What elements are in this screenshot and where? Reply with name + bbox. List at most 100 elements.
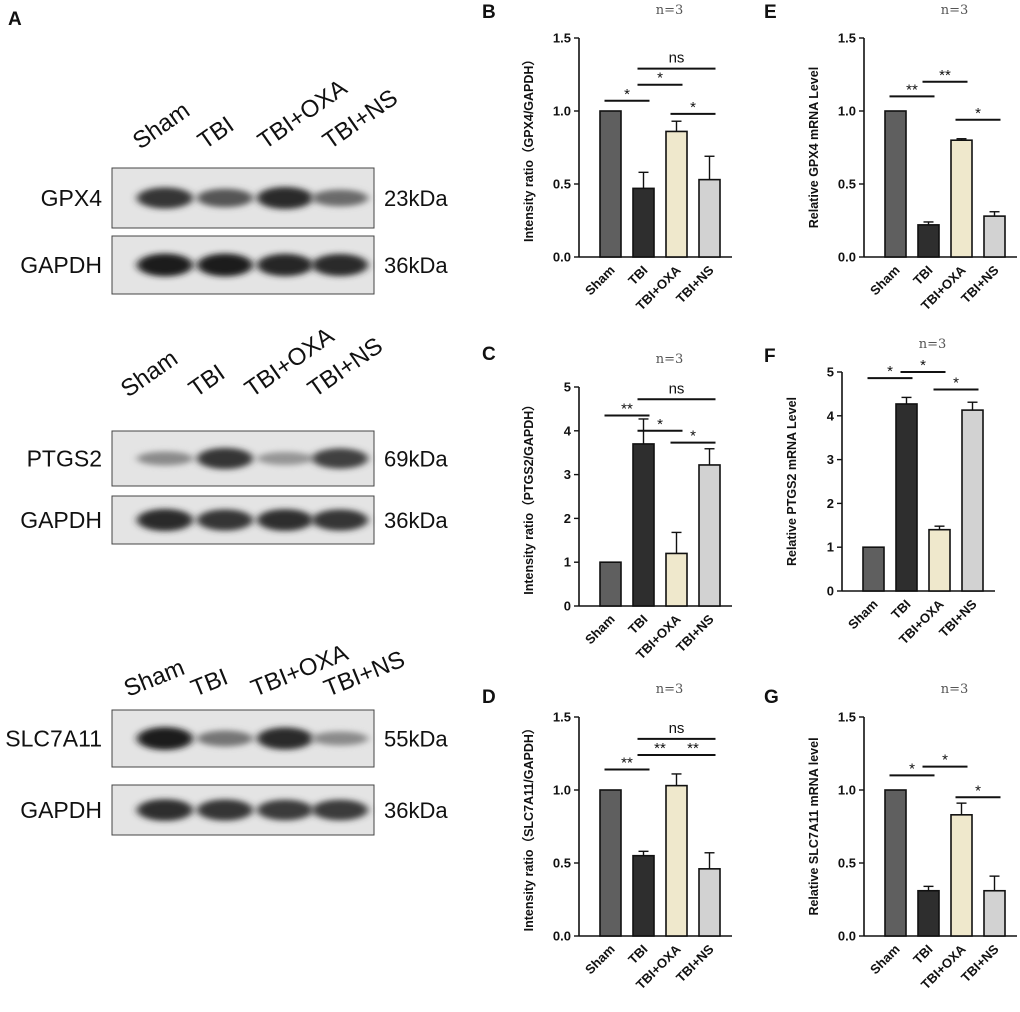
- bar: [884, 789, 907, 937]
- bar: [698, 868, 721, 937]
- y-tick-label: 1.5: [553, 31, 571, 46]
- blot-band: [257, 253, 313, 277]
- blot-band: [257, 799, 313, 821]
- significance-label: *: [690, 428, 696, 445]
- significance-label: *: [624, 86, 630, 103]
- y-tick-label: 4: [827, 408, 835, 423]
- y-tick-label: 1.0: [838, 104, 856, 119]
- bar: [632, 443, 655, 607]
- bar: [665, 552, 688, 607]
- y-tick-label: 0.0: [553, 250, 571, 265]
- bar: [632, 187, 655, 258]
- protein-label: GAPDH: [20, 252, 102, 278]
- x-tick-label: Sham: [582, 942, 618, 978]
- significance-label: *: [920, 357, 926, 374]
- bar: [862, 546, 885, 592]
- bar: [895, 403, 918, 592]
- chart-title: n=3: [656, 3, 684, 18]
- y-tick-label: 1.5: [838, 710, 856, 725]
- kda-label: 55kDa: [384, 727, 448, 752]
- bar: [917, 224, 940, 258]
- panel-letter-c: C: [482, 344, 496, 365]
- blot-band: [312, 253, 368, 277]
- x-tick-label: TBI+NS: [958, 262, 1002, 306]
- blot-band: [137, 508, 193, 532]
- blot-band: [312, 731, 368, 746]
- blot-band: [137, 799, 193, 821]
- bar: [599, 110, 622, 258]
- protein-label: GAPDH: [20, 797, 102, 823]
- blot-band: [312, 448, 368, 469]
- y-axis-label: Relative PTGS2 mRNA Level: [785, 397, 799, 566]
- x-tick-label: TBI: [625, 263, 650, 288]
- blot-band: [257, 186, 313, 210]
- y-axis-label: Intensity ratio（SLC7A11/GAPDH）: [521, 722, 536, 932]
- kda-label: 36kDa: [384, 508, 448, 533]
- x-tick-label: TBI+NS: [673, 262, 717, 306]
- y-tick-label: 3: [564, 467, 571, 482]
- blot-band: [312, 799, 368, 821]
- x-tick-label: TBI: [625, 612, 650, 637]
- blot-band: [137, 451, 193, 466]
- panel-letter-e: E: [764, 2, 777, 23]
- y-tick-label: 5: [827, 365, 834, 380]
- significance-label: *: [953, 375, 959, 392]
- bar: [599, 561, 622, 607]
- protein-label: GAPDH: [20, 507, 102, 533]
- y-tick-label: 1: [564, 555, 571, 570]
- blot-band: [312, 189, 368, 207]
- significance-label: *: [657, 70, 663, 87]
- chart-title: n=3: [919, 337, 947, 352]
- chart-e: n=3 0.0 0.5 1.0 1.5 Relative GPX4 mRNA Level S…: [807, 3, 1017, 313]
- y-tick-label: 2: [564, 511, 571, 526]
- x-tick-label: TBI+NS: [958, 941, 1002, 985]
- significance-label: *: [657, 416, 663, 433]
- y-axis-label: Relative GPX4 mRNA Level: [807, 67, 821, 228]
- kda-label: 36kDa: [384, 253, 448, 278]
- significance-label: *: [909, 760, 915, 777]
- y-tick-label: 2: [827, 496, 834, 511]
- significance-label: ns: [669, 380, 685, 397]
- x-tick-label: TBI+NS: [673, 941, 717, 985]
- bar: [599, 789, 622, 937]
- chart-title: n=3: [656, 352, 684, 367]
- significance-label: **: [621, 400, 633, 417]
- y-axis-label: Relative SLC7A11 mRNA level: [807, 737, 821, 915]
- chart-title: n=3: [656, 682, 684, 697]
- y-tick-label: 1.0: [553, 104, 571, 119]
- bar: [961, 409, 984, 592]
- blot-band: [197, 509, 253, 531]
- blot-band: [197, 799, 253, 821]
- kda-label: 69kDa: [384, 447, 448, 472]
- x-tick-label: Sham: [867, 263, 903, 299]
- bar: [665, 130, 688, 258]
- bar: [983, 889, 1006, 937]
- y-tick-label: 0.5: [553, 177, 571, 192]
- significance-label: **: [939, 67, 951, 84]
- x-tick-label: TBI+NS: [673, 611, 717, 655]
- chart-title: n=3: [941, 3, 969, 18]
- x-tick-label: TBI: [910, 263, 935, 288]
- bar: [928, 528, 951, 592]
- x-tick-label: TBI: [625, 942, 650, 967]
- x-tick-label: TBI+NS: [936, 596, 980, 640]
- significance-label: *: [942, 752, 948, 769]
- protein-label: SLC7A11: [5, 726, 102, 752]
- significance-label: **: [654, 740, 666, 757]
- significance-label: **: [621, 755, 633, 772]
- blot-band: [312, 509, 368, 531]
- blot-band: [197, 188, 253, 208]
- y-tick-label: 0: [827, 584, 834, 599]
- bar: [665, 784, 688, 937]
- bar: [632, 854, 655, 937]
- x-tick-label: Sham: [582, 612, 618, 648]
- panel-letter-b: B: [482, 2, 496, 23]
- y-tick-label: 1.5: [553, 710, 571, 725]
- bar: [698, 464, 721, 607]
- chart-b: n=3 0.0 0.5 1.0 1.5 Intensity ratio（GPX4/GAPD…: [521, 3, 732, 313]
- x-tick-label: Sham: [582, 263, 618, 299]
- significance-label: *: [887, 363, 893, 380]
- x-tick-label: Sham: [845, 597, 881, 633]
- x-tick-label: TBI: [910, 942, 935, 967]
